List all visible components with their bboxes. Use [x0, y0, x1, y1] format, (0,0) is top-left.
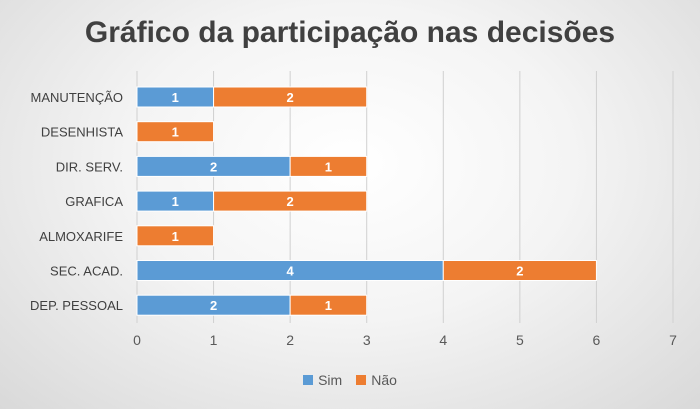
- y-category-label-0: MANUTENÇÃO: [31, 90, 123, 105]
- y-category-label-2: DIR. SERV.: [56, 159, 123, 174]
- data-label-no-0: 2: [287, 90, 294, 105]
- legend-label-sim: Sim: [318, 372, 343, 388]
- bar-no-0: [213, 86, 368, 108]
- y-category-label-3: GRAFICA: [65, 194, 123, 209]
- x-tick-label-7: 7: [669, 332, 677, 348]
- data-label-sim-0: 1: [172, 90, 179, 105]
- bar-no-5: [442, 260, 597, 281]
- bar-no-2: [289, 155, 368, 177]
- legend-item-nao: Não: [356, 372, 397, 388]
- data-label-no-1: 1: [172, 125, 179, 140]
- legend-swatch-sim: [303, 375, 314, 385]
- legend-swatch-nao: [356, 375, 367, 385]
- bar-no-1: [136, 121, 215, 143]
- bar-no-3: [213, 190, 368, 212]
- data-label-no-3: 2: [287, 194, 294, 209]
- x-tick-label-2: 2: [286, 332, 294, 348]
- data-label-no-5: 2: [516, 264, 523, 279]
- bar-no-6: [289, 294, 368, 316]
- x-tick-label-6: 6: [593, 332, 601, 348]
- data-label-no-6: 1: [325, 298, 332, 313]
- x-tick-label-0: 0: [133, 332, 141, 348]
- x-tick-label-3: 3: [363, 332, 371, 348]
- bar-no-4: [136, 225, 215, 247]
- data-label-sim-6: 2: [210, 298, 217, 313]
- y-category-label-6: DEP. PESSOAL: [30, 298, 123, 313]
- legend-label-nao: Não: [371, 372, 397, 388]
- chart-title: Gráfico da participação nas decisões: [84, 16, 616, 49]
- x-tick-label-5: 5: [516, 332, 524, 348]
- legend-item-sim: Sim: [303, 372, 342, 388]
- x-tick-label-1: 1: [210, 332, 218, 348]
- data-label-no-4: 1: [172, 229, 179, 244]
- legend: Sim Não: [0, 372, 700, 388]
- data-label-sim-2: 2: [210, 159, 217, 174]
- y-category-label-4: ALMOXARIFE: [39, 229, 123, 244]
- y-category-label-1: DESENHISTA: [41, 125, 123, 140]
- y-category-label-5: SEC. ACAD.: [50, 264, 123, 279]
- data-label-sim-3: 1: [172, 194, 179, 209]
- data-label-no-2: 1: [325, 159, 332, 174]
- data-label-sim-5: 4: [287, 264, 295, 279]
- x-tick-label-4: 4: [439, 332, 447, 348]
